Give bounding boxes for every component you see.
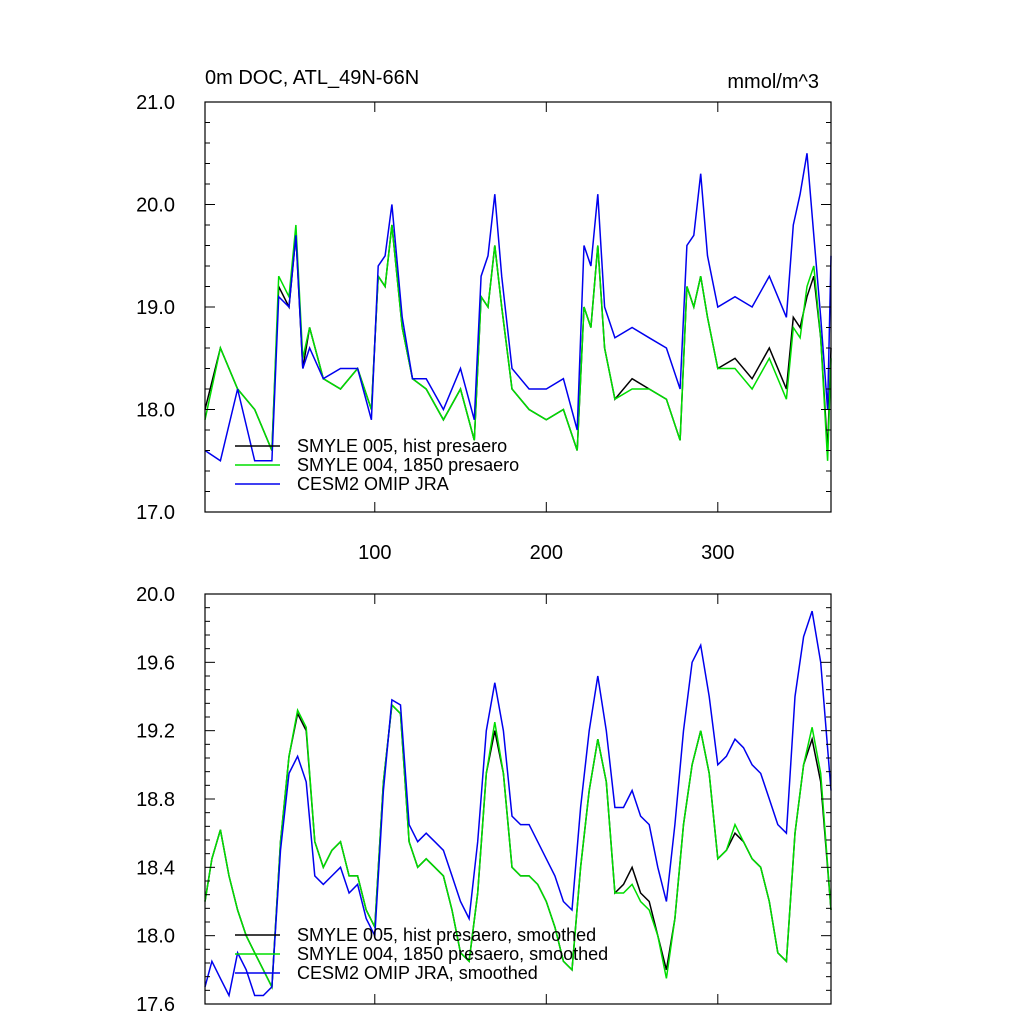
panel-bottom: 17.6 18.0 18.4 18.8 19.2 19.6 20.0 SMYLE 005, h… [136, 584, 832, 1016]
y-tick-label: 18.0 [136, 400, 175, 422]
legend-label-3: CESM2 OMIP JRA, smoothed [297, 963, 538, 983]
y-tick-label: 17.0 [136, 502, 175, 524]
legend-label-2: SMYLE 004, 1850 presaero [297, 455, 519, 475]
legend-label-2: SMYLE 004, 1850 presaero, smoothed [297, 944, 608, 964]
y-tick-label: 19.2 [136, 721, 175, 743]
y-tick-label: 19.6 [136, 652, 175, 674]
series-line-3 [204, 610, 832, 998]
legend-label-3: CESM2 OMIP JRA [297, 474, 449, 494]
y-tick-label: 18.8 [136, 789, 175, 811]
x-tick-label: 200 [530, 542, 563, 564]
units-label-top: mmol/m^3 [727, 71, 819, 93]
y-tick-label: 17.6 [136, 994, 175, 1016]
y-tick-label: 20.0 [136, 584, 175, 606]
series-line-1 [204, 224, 832, 451]
y-tick-label: 18.0 [136, 926, 175, 948]
legend-label-1: SMYLE 005, hist presaero [297, 436, 507, 456]
series-line-2 [204, 703, 832, 990]
plot-top: 17.0 18.0 19.0 20.0 21.0 100 200 300 SMYLE 005, … [136, 92, 832, 564]
series-line-2 [204, 224, 832, 461]
y-tick-label: 20.0 [136, 195, 175, 217]
series-line-3 [204, 153, 832, 463]
chart-title-top: 0m DOC, ATL_49N-66N [205, 67, 419, 89]
y-tick-label: 21.0 [136, 92, 175, 114]
plot-bottom: 17.6 18.0 18.4 18.8 19.2 19.6 20.0 SMYLE 005, h… [136, 584, 832, 1016]
y-tick-label: 18.4 [136, 857, 175, 879]
panel-top: 0m DOC, ATL_49N-66N mmol/m^3 17.0 18.0 19.… [136, 67, 832, 564]
x-tick-label: 100 [358, 542, 391, 564]
x-tick-label: 300 [701, 542, 734, 564]
legend-label-1: SMYLE 005, hist presaero, smoothed [297, 925, 596, 945]
y-tick-label: 19.0 [136, 297, 175, 319]
